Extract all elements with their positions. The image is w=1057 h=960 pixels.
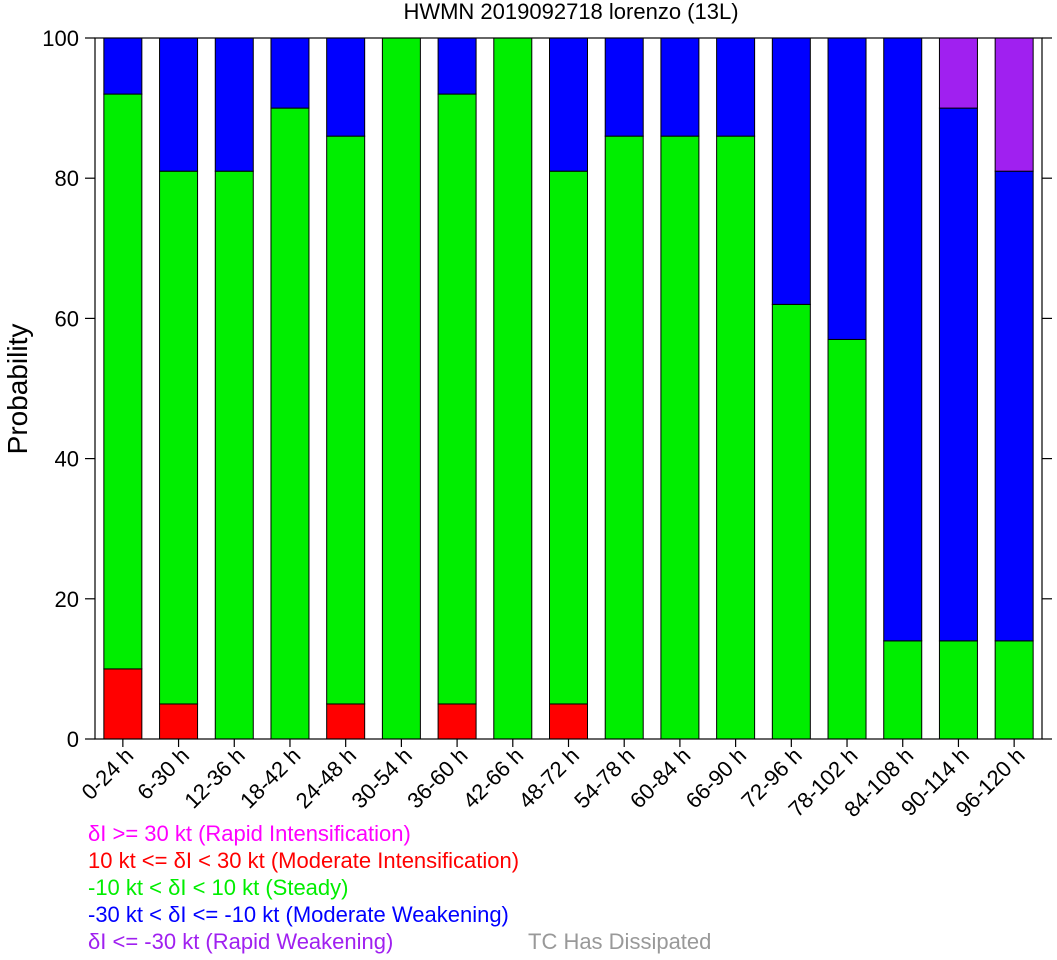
bar-segment-steady [326,135,366,705]
bar-segment-steady [493,37,533,740]
legend-moderate-intensification: 10 kt <= δI < 30 kt (Moderate Intensific… [88,848,520,873]
x-tick-label: 36-60 h [402,743,472,813]
bar-segment-steady [994,640,1034,740]
x-tick-label: 54-78 h [569,743,639,813]
bar-segment-moderate-intensification [103,668,143,740]
y-tick-label: 20 [55,587,79,612]
bar-segment-moderate-weakening [716,37,756,137]
bar-segment-moderate-weakening [604,37,644,137]
legend: δI >= 30 kt (Rapid Intensification) 10 k… [88,820,519,955]
bar-segment-moderate-weakening [827,37,867,340]
bar-segment-rapid-weakening [994,37,1034,172]
chart-title: HWMN 2019092718 lorenzo (13L) [403,0,738,24]
bar-segment-moderate-intensification [159,703,199,740]
bar-segment-moderate-weakening [938,107,978,642]
dissipated-label: TC Has Dissipated [528,929,712,954]
bar-segment-steady [716,135,756,740]
bars-group [103,37,1034,740]
x-tick-label: 48-72 h [514,743,584,813]
bar-segment-steady [883,640,923,740]
bar-segment-moderate-weakening [994,170,1034,642]
legend-rapid-weakening: δI <= -30 kt (Rapid Weakening) [88,929,394,954]
bar-segment-moderate-weakening [771,37,811,305]
bar-segment-moderate-weakening [159,37,199,172]
bar-segment-moderate-intensification [549,703,588,740]
bar-segment-steady [549,170,588,705]
y-axis-label: Probability [2,324,33,455]
bar-segment-moderate-weakening [437,37,477,95]
x-tick-label: 24-48 h [291,743,361,813]
bar-segment-moderate-weakening [883,37,923,642]
bar-segment-steady [214,170,254,740]
x-tick-label: 30-54 h [346,743,416,813]
bar-segment-steady [827,338,867,740]
y-tick-label: 40 [55,447,79,472]
bar-segment-rapid-weakening [938,37,978,109]
bar-segment-steady [381,37,421,740]
y-tick-label: 80 [55,166,79,191]
bar-segment-moderate-weakening [103,37,143,95]
bar-segment-steady [938,640,978,740]
x-tick-label: 60-84 h [625,743,695,813]
y-tick-label: 60 [55,306,79,331]
y-tick-label: 100 [42,26,79,51]
bar-segment-steady [437,93,477,705]
bar-segment-moderate-weakening [549,37,588,172]
x-tick-label: 18-42 h [235,743,305,813]
bar-segment-steady [771,303,811,740]
bar-segment-moderate-weakening [270,37,310,109]
bar-segment-steady [270,107,310,740]
x-tick-label: 66-90 h [681,743,751,813]
bar-segment-moderate-weakening [660,37,700,137]
bar-segment-moderate-weakening [214,37,254,172]
bar-segment-steady [103,93,143,670]
x-tick-label: 42-66 h [458,743,528,813]
bar-segment-steady [604,135,644,740]
y-tick-label: 0 [67,727,79,752]
bar-segment-moderate-intensification [326,703,366,740]
x-tick-label: 12-36 h [179,743,249,813]
legend-moderate-weakening: -30 kt < δI <= -10 kt (Moderate Weakenin… [88,902,509,927]
x-tick-label: 0-24 h [77,743,139,805]
legend-steady: -10 kt < δI < 10 kt (Steady) [88,875,349,900]
legend-rapid-intensification: δI >= 30 kt (Rapid Intensification) [88,821,411,846]
bar-segment-moderate-intensification [437,703,477,740]
bar-segment-moderate-weakening [326,37,366,137]
bar-segment-steady [660,135,700,740]
bar-segment-steady [159,170,199,705]
